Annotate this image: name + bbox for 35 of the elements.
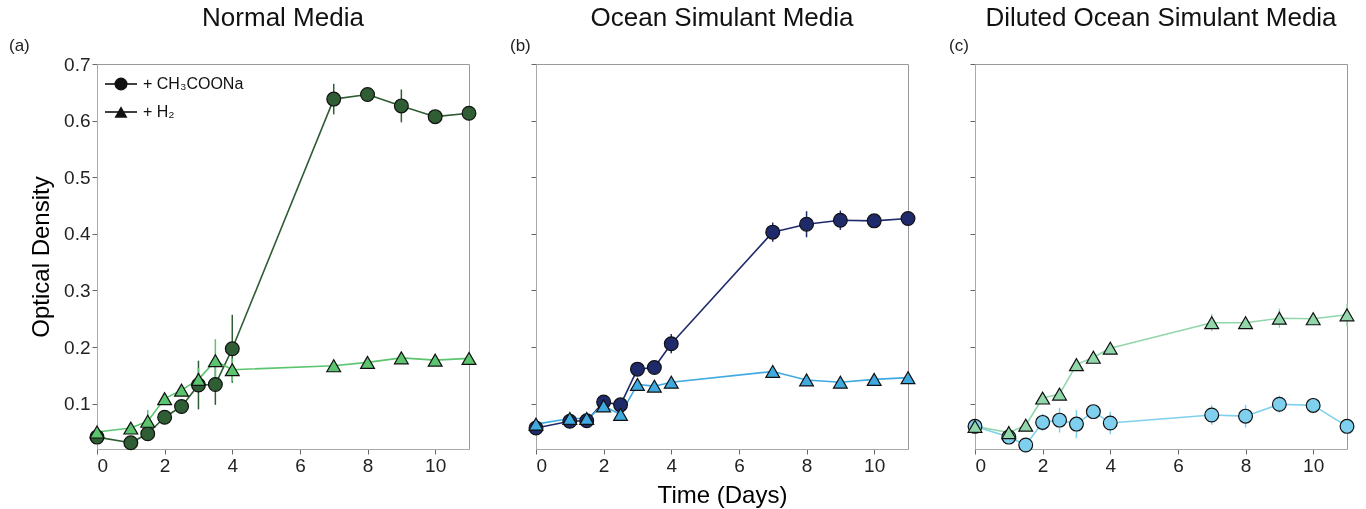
x-tick-label: 6 bbox=[295, 454, 306, 476]
y-axis-title: Optical Density bbox=[27, 176, 55, 338]
x-tick-label: 10 bbox=[1303, 454, 1325, 476]
x-tick-label: 0 bbox=[975, 454, 987, 476]
y-tick-label: 0.7 bbox=[64, 53, 91, 75]
y-tick-label: 0.4 bbox=[64, 223, 91, 245]
x-tick-label: 4 bbox=[1105, 454, 1117, 476]
x-tick-label: 10 bbox=[864, 454, 886, 476]
x-tick-label: 8 bbox=[801, 454, 813, 476]
chart-title: Normal Media bbox=[202, 2, 365, 32]
x-tick-label: 2 bbox=[159, 454, 171, 476]
y-tick-label: 0.6 bbox=[64, 110, 91, 132]
x-tick-label: 8 bbox=[362, 454, 374, 476]
x-tick-label: 10 bbox=[425, 454, 447, 476]
x-tick-label: 8 bbox=[1240, 454, 1252, 476]
legend-label: + H₂ bbox=[143, 103, 175, 120]
text: (b) bbox=[510, 36, 531, 55]
x-tick-label: 4 bbox=[227, 454, 239, 476]
y-tick-label: 0.2 bbox=[64, 336, 91, 358]
x-tick-label: 4 bbox=[666, 454, 678, 476]
chart-title: Diluted Ocean Simulant Media bbox=[985, 2, 1338, 32]
chart-title: Ocean Simulant Media bbox=[590, 2, 855, 32]
y-tick-label: 0.3 bbox=[64, 279, 91, 301]
x-tick-label: 6 bbox=[734, 454, 745, 476]
x-tick-label: 6 bbox=[1173, 454, 1184, 476]
x-tick-label: 2 bbox=[1037, 454, 1049, 476]
y-tick-label: 0.5 bbox=[64, 166, 91, 188]
x-tick-label: 2 bbox=[598, 454, 610, 476]
legend-label: + CH₃COONa bbox=[143, 75, 244, 92]
text: (a) bbox=[9, 36, 30, 55]
x-axis-title: Time (Days) bbox=[657, 480, 788, 508]
text: (c) bbox=[949, 36, 969, 55]
x-tick-label: 0 bbox=[97, 454, 109, 476]
x-tick-label: 0 bbox=[536, 454, 548, 476]
y-tick-label: 0.1 bbox=[64, 393, 91, 415]
